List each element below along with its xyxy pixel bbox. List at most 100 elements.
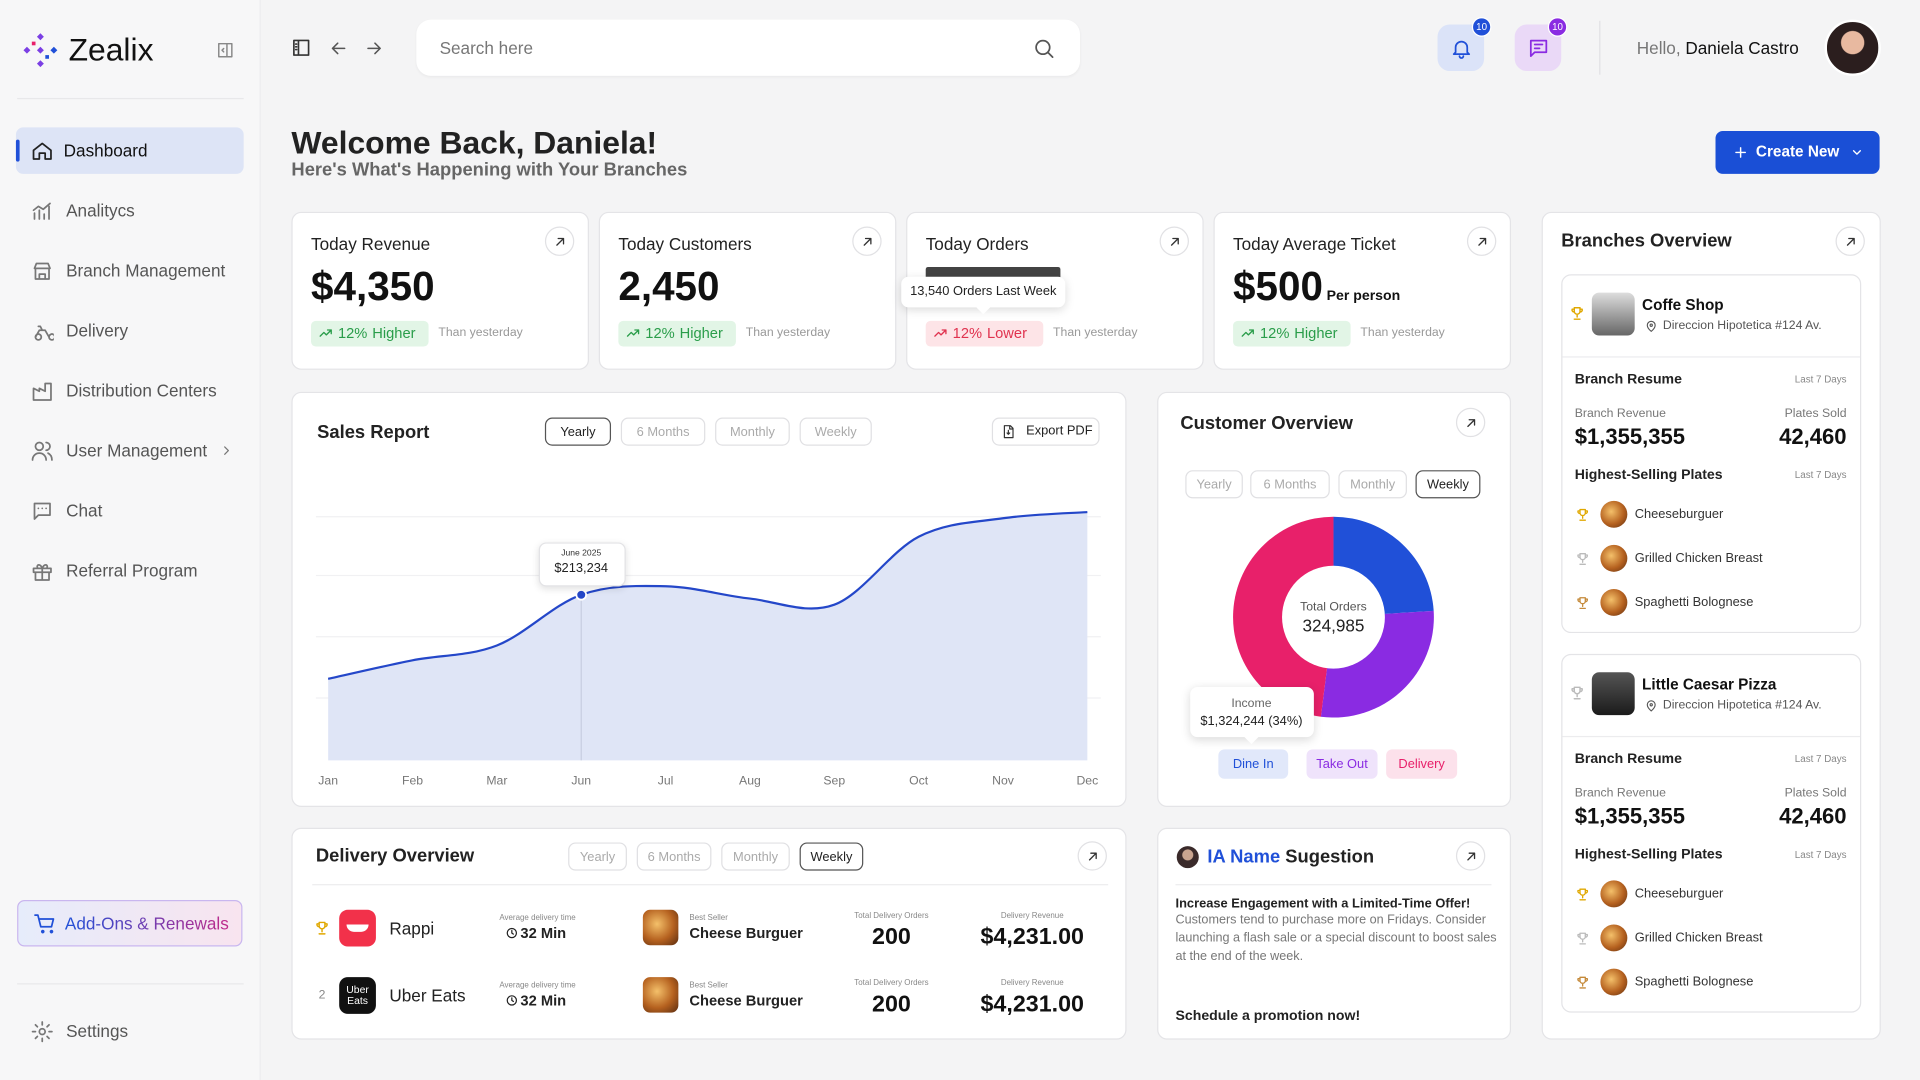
icon-path: [316, 921, 328, 935]
tooltip-date: June 2025: [561, 548, 602, 558]
expand-button[interactable]: [1466, 226, 1497, 256]
icon-path: [1529, 39, 1547, 57]
clock-icon: [506, 994, 518, 1006]
branch-image: [1591, 672, 1635, 716]
plate-trophy: [1574, 506, 1590, 522]
sidebar-divider: [17, 983, 244, 985]
icon-path: [555, 237, 564, 246]
delivery-revenue: $4,231.00: [980, 924, 1084, 951]
period: Last 7 Days: [1794, 849, 1847, 861]
tooltip-text: $1,324,244 (34%): [1200, 713, 1303, 729]
delivery-time: 32 Min: [520, 924, 567, 942]
filter-button[interactable]: Yearly: [568, 842, 627, 871]
clock-icon: [506, 927, 518, 939]
bell-icon: [1449, 36, 1472, 59]
icon-graphic: [862, 237, 871, 246]
icon-path: [1734, 146, 1746, 158]
filter-label: Yearly: [1196, 477, 1232, 493]
icon-path: [1466, 851, 1475, 860]
filter-button[interactable]: Yearly: [544, 417, 612, 446]
nav-icon: [30, 259, 53, 282]
addons-button[interactable]: [17, 900, 243, 947]
filter-label: 6 Months: [647, 849, 701, 865]
tooltip-value: $213,234: [554, 560, 609, 576]
ai-cta[interactable]: Schedule a promotion now!: [1175, 1008, 1361, 1024]
branch-revenue: $1,355,355: [1574, 803, 1686, 829]
filter-label: 6 Months: [636, 424, 690, 440]
period: Last 7 Days: [1794, 753, 1847, 765]
tooltip-label: Income: [1231, 697, 1272, 711]
plate-name: Spaghetti Bolognese: [1634, 974, 1754, 990]
plate-name: Cheeseburguer: [1634, 886, 1724, 902]
topbar-divider: [1599, 20, 1601, 75]
legend-pill[interactable]: [1306, 749, 1378, 779]
plate-image: [1600, 500, 1628, 528]
filter-button[interactable]: Yearly: [1185, 470, 1243, 499]
icon-graphic: [319, 329, 332, 337]
expand-icon: [1463, 848, 1479, 864]
nav-label: Delivery: [66, 320, 129, 341]
icon-path: [1846, 237, 1855, 246]
customer-card: [1157, 391, 1512, 807]
rank: 2: [318, 988, 326, 1003]
legend-pill[interactable]: [1386, 749, 1458, 779]
expand-button[interactable]: [1159, 226, 1189, 256]
branch-name: Coffe Shop: [1642, 296, 1724, 314]
icon-graphic: [555, 237, 564, 246]
nav-label: Distribution Centers: [66, 380, 217, 401]
addons-label: Add-Ons & Renewals: [64, 913, 229, 934]
icon-graphic: [1734, 146, 1746, 158]
search-box[interactable]: [416, 19, 1081, 76]
icon-graphic: [1034, 39, 1053, 58]
ai-heading: Increase Engagement with a Limited-Time …: [1175, 896, 1471, 912]
icon-graphic: [32, 201, 51, 220]
legend-pill[interactable]: [1218, 749, 1289, 779]
icon-graphic: [1576, 976, 1588, 989]
branch-trophy: [1569, 305, 1586, 322]
icon-graphic: [366, 41, 381, 54]
filter-button[interactable]: 6 Months: [636, 842, 712, 871]
notification-count: 10: [1476, 21, 1488, 33]
icon-path: [1576, 887, 1588, 900]
filter-button[interactable]: Weekly: [799, 842, 864, 871]
stat-label: Branch Revenue: [1574, 786, 1666, 801]
icon-graphic: [626, 329, 640, 337]
icon-path: [1576, 931, 1588, 944]
ai-body: Customers tend to purchase more on Frida…: [1175, 913, 1497, 964]
filter-button[interactable]: 6 Months: [620, 417, 706, 446]
filter-button[interactable]: Monthly: [721, 842, 790, 871]
trend-icon: [933, 326, 948, 341]
addons-icon: [32, 912, 55, 935]
message-icon: [1526, 36, 1549, 59]
icon-path: [366, 41, 381, 54]
icon-graphic: [224, 446, 229, 455]
branch-address: Direccion Hipotetica #124 Av.: [1662, 318, 1822, 333]
icon-graphic: [934, 329, 947, 337]
icon-part: [23, 46, 31, 54]
export-button[interactable]: [991, 417, 1100, 446]
nav-icon: [30, 139, 53, 162]
user-avatar[interactable]: [1824, 19, 1881, 76]
plate-image: [1600, 880, 1628, 908]
nav-active-bg[interactable]: [15, 127, 244, 174]
plus-icon: [1732, 144, 1748, 160]
icon-path: [862, 237, 871, 246]
icon-graphic: [1852, 149, 1861, 155]
nav-label: Analitycs: [66, 200, 135, 221]
filter-button[interactable]: Weekly: [1415, 470, 1481, 499]
icon-path: [1034, 39, 1053, 58]
icon-graphic: [33, 913, 54, 933]
filter-button[interactable]: Weekly: [799, 417, 872, 446]
legend-label: Dine In: [1232, 756, 1274, 772]
icon-path: [1088, 851, 1097, 860]
filter-button[interactable]: Monthly: [1338, 470, 1407, 499]
best-seller: Cheese Burguer: [689, 924, 803, 942]
nav-icon: [30, 559, 53, 582]
filter-button[interactable]: 6 Months: [1250, 470, 1330, 499]
branch-trophy: [1569, 684, 1586, 701]
create-label: Create New: [1755, 143, 1840, 161]
page-subtitle: Here's What's Happening with Your Branch…: [291, 159, 688, 181]
filter-button[interactable]: Monthly: [715, 417, 790, 446]
icon-graphic: [1576, 508, 1588, 521]
period: Last 7 Days: [1794, 374, 1847, 386]
